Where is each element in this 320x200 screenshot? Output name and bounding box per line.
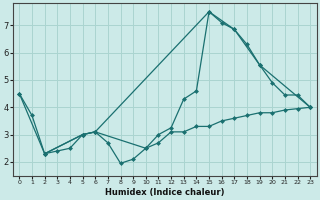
X-axis label: Humidex (Indice chaleur): Humidex (Indice chaleur): [105, 188, 225, 197]
